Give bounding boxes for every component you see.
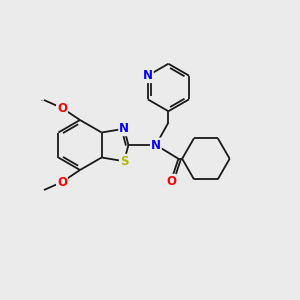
Text: S: S xyxy=(120,155,128,168)
Text: O: O xyxy=(166,175,176,188)
Text: methoxy: methoxy xyxy=(41,99,47,101)
Text: O: O xyxy=(57,101,67,115)
Text: N: N xyxy=(151,139,161,152)
Text: N: N xyxy=(119,122,129,135)
Text: O: O xyxy=(57,176,67,188)
Text: N: N xyxy=(143,69,153,82)
